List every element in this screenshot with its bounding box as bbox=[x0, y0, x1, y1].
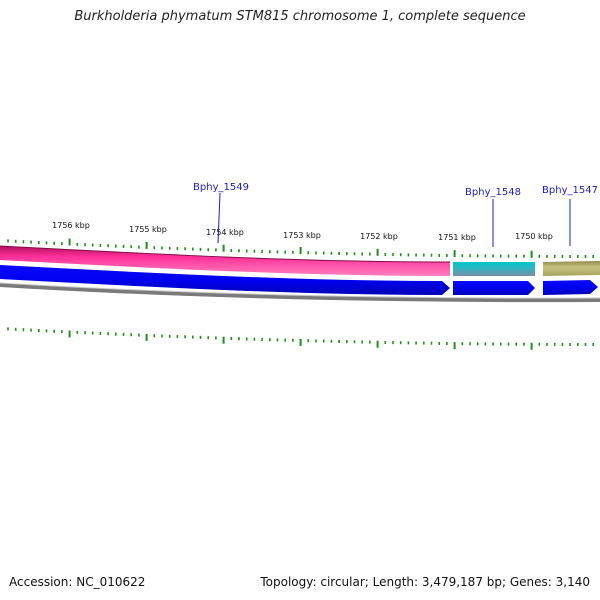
gene-label-leader-bphy-1549 bbox=[217, 192, 221, 244]
genome-backbone bbox=[0, 283, 600, 303]
gene-bphy-1549-feature[interactable] bbox=[0, 246, 450, 276]
gene-bphy-1547-feature[interactable] bbox=[543, 261, 600, 276]
scale-label-1755: 1755 kbp bbox=[129, 225, 167, 234]
gene-labels: Bphy_1549 Bphy_1548 Bphy_1547 bbox=[193, 182, 598, 247]
map-title: Burkholderia phymatum STM815 chromosome … bbox=[74, 9, 526, 24]
scale-ticks-outer bbox=[7, 238, 595, 258]
gene-label-bphy-1549[interactable]: Bphy_1549 bbox=[193, 182, 249, 193]
scale-label-1752: 1752 kbp bbox=[360, 232, 398, 241]
gene-label-bphy-1548[interactable]: Bphy_1548 bbox=[465, 187, 521, 198]
gene-bphy-1549-edge bbox=[0, 245, 451, 263]
scale-label-1754: 1754 kbp bbox=[206, 228, 244, 237]
cds-arrow-bphy-1549[interactable] bbox=[0, 265, 450, 295]
scale-label-1753: 1753 kbp bbox=[283, 231, 321, 240]
scale-label-1756: 1756 kbp bbox=[52, 221, 90, 230]
scale-ticks-inner bbox=[7, 327, 595, 350]
cds-arrow-bphy-1547[interactable] bbox=[543, 280, 598, 295]
cds-track bbox=[0, 265, 598, 295]
scale-label-1750: 1750 kbp bbox=[515, 232, 553, 241]
cds-arrow-bphy-1548[interactable] bbox=[453, 281, 535, 295]
topology-summary-text: Topology: circular; Length: 3,479,187 bp… bbox=[260, 575, 590, 589]
gene-label-bphy-1547[interactable]: Bphy_1547 bbox=[542, 185, 598, 196]
scale-labels: 1756 kbp 1755 kbp 1754 kbp 1753 kbp 1752… bbox=[52, 221, 553, 242]
gene-track bbox=[0, 245, 600, 276]
accession-text: Accession: NC_010622 bbox=[9, 575, 146, 589]
genome-backbone-highlight bbox=[0, 282, 600, 299]
gene-bphy-1548-feature[interactable] bbox=[453, 262, 535, 276]
scale-label-1751: 1751 kbp bbox=[438, 233, 476, 242]
